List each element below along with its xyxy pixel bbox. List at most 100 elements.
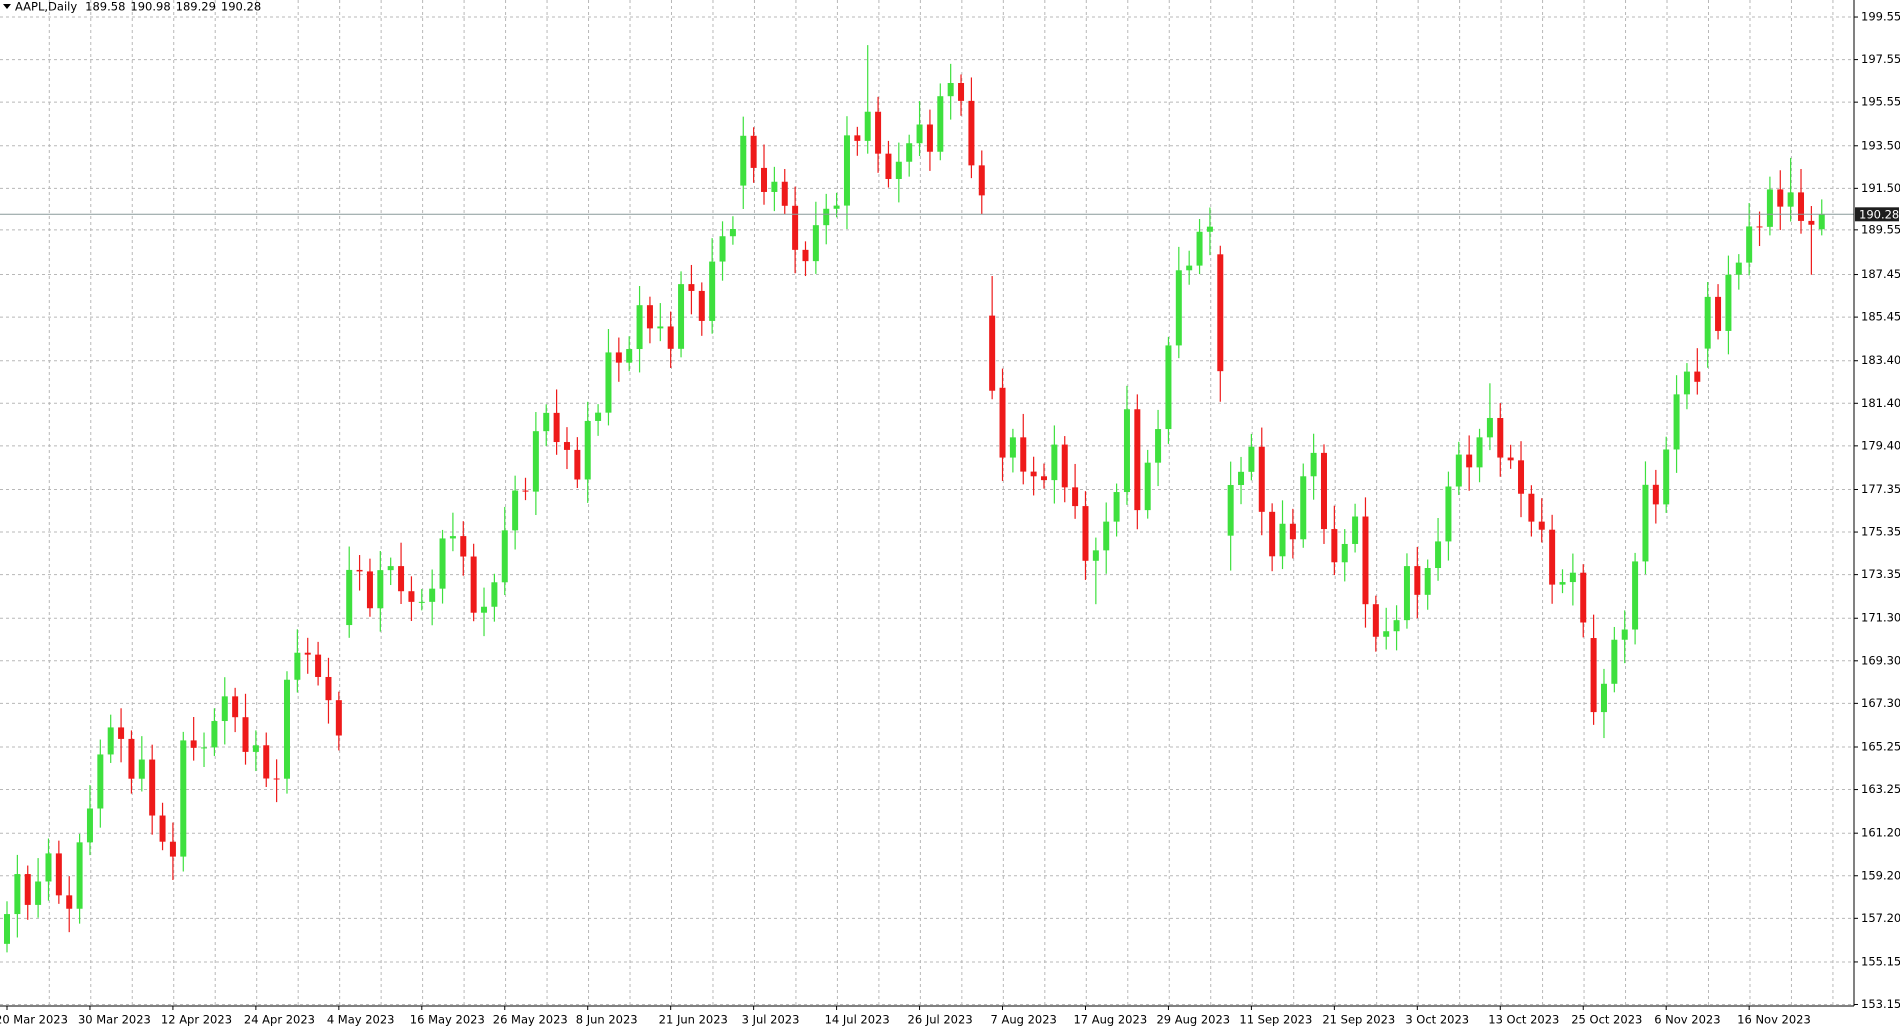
- candle-body: [346, 569, 353, 626]
- candle-body: [1352, 516, 1359, 544]
- y-tick-label: 181.40: [1861, 396, 1900, 410]
- candle-body: [4, 914, 10, 944]
- y-tick-label: 163.25: [1861, 782, 1900, 796]
- candle-body: [76, 842, 83, 909]
- candle-body: [1248, 446, 1255, 472]
- candle-body: [1683, 371, 1690, 395]
- header: AAPL,Daily 189.58 190.98 189.29 190.28: [3, 0, 261, 14]
- candle-body: [190, 740, 197, 748]
- candle-body: [118, 727, 125, 739]
- candle-body: [273, 778, 280, 780]
- candle-body: [501, 530, 508, 583]
- y-tick-label: 157.20: [1861, 911, 1900, 925]
- candle-body: [1341, 543, 1348, 563]
- candle-body: [1611, 639, 1618, 684]
- candle-body: [221, 696, 228, 722]
- candle-body: [429, 588, 436, 602]
- candle-body: [522, 490, 529, 492]
- candle-body: [854, 135, 861, 141]
- candle-body: [1798, 192, 1805, 221]
- candle-body: [1642, 484, 1649, 562]
- candle-body: [1435, 541, 1442, 569]
- candle-body: [1777, 189, 1784, 207]
- candle-body: [1082, 506, 1089, 561]
- candle-body: [1725, 274, 1732, 331]
- candle-body: [128, 738, 135, 779]
- y-tick-label: 161.20: [1861, 826, 1900, 840]
- candle-body: [1424, 568, 1431, 595]
- candle-body: [408, 591, 415, 602]
- candle-body: [1497, 417, 1504, 458]
- y-tick-label: 197.55: [1861, 52, 1900, 66]
- candle-body: [356, 569, 363, 572]
- candle-body: [978, 165, 985, 196]
- candle-body: [294, 652, 301, 680]
- candle-body: [283, 679, 290, 779]
- x-tick-label: 14 Jul 2023: [825, 1013, 890, 1027]
- candle-body: [315, 654, 322, 677]
- candle-body: [875, 111, 882, 154]
- candle-body: [232, 696, 239, 718]
- candle-body: [138, 759, 145, 779]
- x-tick-label: 16 Nov 2023: [1737, 1013, 1811, 1027]
- candle-body: [1600, 683, 1607, 713]
- y-tick-label: 193.50: [1861, 138, 1900, 152]
- candle-body: [958, 82, 965, 101]
- candle-body: [1072, 487, 1079, 507]
- x-tick-label: 8 Jun 2023: [576, 1013, 638, 1027]
- candle-body: [688, 284, 695, 291]
- y-tick-label: 171.30: [1861, 611, 1900, 625]
- candle-body: [1569, 572, 1576, 583]
- candle-body: [864, 111, 871, 141]
- menu-triangle: [3, 4, 11, 9]
- x-tick-label: 11 Sep 2023: [1239, 1013, 1312, 1027]
- candle-body: [1663, 449, 1670, 505]
- y-tick-label: 191.50: [1861, 181, 1900, 195]
- x-tick-label: 6 Nov 2023: [1654, 1013, 1720, 1027]
- candle-body: [781, 181, 788, 206]
- candle-body: [398, 566, 405, 592]
- y-tick-label: 189.55: [1861, 222, 1900, 236]
- candle-body: [1559, 582, 1566, 585]
- candle-body: [481, 606, 488, 613]
- candle-body: [968, 100, 975, 166]
- candle-body: [1466, 454, 1473, 468]
- y-tick-label: 199.55: [1861, 10, 1900, 24]
- candle-body: [833, 205, 840, 209]
- x-tick-label: 21 Sep 2023: [1322, 1013, 1395, 1027]
- candle-body: [460, 536, 467, 557]
- candle-body: [1134, 409, 1141, 511]
- candle-body: [1818, 214, 1825, 230]
- candle-body: [449, 536, 456, 539]
- candle-body: [512, 490, 519, 531]
- x-tick-label: 26 Jul 2023: [908, 1013, 973, 1027]
- candle-body: [107, 727, 114, 755]
- candle-body: [1061, 444, 1068, 488]
- y-tick-label: 175.35: [1861, 525, 1900, 539]
- candle-body: [1735, 262, 1742, 275]
- candle-body: [1756, 226, 1763, 228]
- candle-body: [1320, 452, 1327, 530]
- symbol-title: AAPL,Daily: [15, 0, 77, 14]
- y-tick-label: 169.30: [1861, 653, 1900, 667]
- x-tick-label: 20 Mar 2023: [0, 1013, 68, 1027]
- candle-body: [802, 249, 809, 262]
- candle-body: [615, 352, 622, 363]
- y-tick-label: 185.45: [1861, 310, 1900, 324]
- candle-body: [740, 135, 747, 186]
- candle-body: [1393, 620, 1400, 632]
- candle-body: [947, 82, 954, 97]
- candle-body: [1715, 296, 1722, 331]
- candle-body: [418, 601, 425, 603]
- candle-body: [1808, 220, 1815, 225]
- candle-body: [1652, 484, 1659, 505]
- y-tick-label: 173.35: [1861, 567, 1900, 581]
- candle-body: [1590, 638, 1597, 713]
- candle-body: [252, 745, 259, 752]
- candle-body: [1020, 437, 1027, 472]
- x-tick-label: 16 May 2023: [410, 1013, 485, 1027]
- candle-body: [1694, 371, 1701, 382]
- candle-body: [1092, 550, 1099, 561]
- y-tick-label: 177.35: [1861, 482, 1900, 496]
